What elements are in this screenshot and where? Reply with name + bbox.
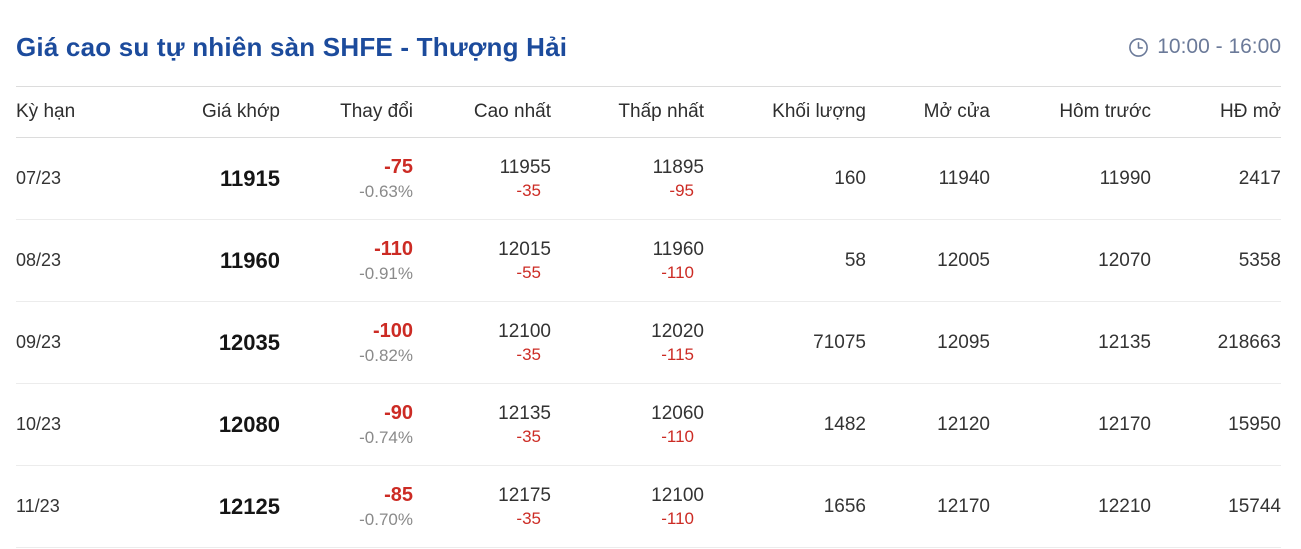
cell-open: 11940	[866, 137, 990, 220]
change-value: -85	[384, 483, 413, 506]
change-value: -75	[384, 155, 413, 178]
change-percent: -0.91%	[359, 263, 413, 283]
highest-value: 12175	[498, 484, 551, 506]
cell-lowest: 12020 -115	[551, 301, 704, 384]
cell-contract-month: 10/23	[16, 383, 156, 466]
table-row: 11/23 12125 -85 -0.70% 12175 -35 12100 -…	[16, 465, 1281, 548]
cell-change: -85 -0.70%	[280, 465, 413, 548]
cell-volume: 1482	[704, 383, 866, 466]
trading-hours: 10:00 - 16:00	[1128, 35, 1281, 59]
change-percent: -0.63%	[359, 181, 413, 201]
cell-prev-day: 12135	[990, 301, 1151, 384]
column-header-change: Thay đổi	[280, 86, 413, 138]
lowest-diff: -95	[669, 181, 694, 201]
column-header-volume: Khối lượng	[704, 86, 866, 138]
cell-lowest: 12100 -110	[551, 465, 704, 548]
table-row: 08/23 11960 -110 -0.91% 12015 -55 11960 …	[16, 219, 1281, 302]
cell-change: -110 -0.91%	[280, 219, 413, 302]
lowest-diff: -115	[661, 345, 694, 365]
column-header-open-interest: HĐ mở	[1151, 86, 1281, 138]
table-row: 07/23 11915 -75 -0.63% 11955 -35 11895 -…	[16, 137, 1281, 220]
cell-highest: 12100 -35	[413, 301, 551, 384]
cell-change: -100 -0.82%	[280, 301, 413, 384]
cell-matched-price: 12035	[156, 301, 280, 384]
cell-open: 12120	[866, 383, 990, 466]
cell-highest: 12135 -35	[413, 383, 551, 466]
cell-volume: 58	[704, 219, 866, 302]
highest-value: 12015	[498, 238, 551, 260]
cell-open-interest: 218663	[1151, 301, 1281, 384]
cell-open: 12095	[866, 301, 990, 384]
cell-prev-day: 12170	[990, 383, 1151, 466]
cell-matched-price: 12080	[156, 383, 280, 466]
cell-open-interest: 5358	[1151, 219, 1281, 302]
cell-open: 12005	[866, 219, 990, 302]
cell-prev-day: 12210	[990, 465, 1151, 548]
lowest-value: 12060	[651, 402, 704, 424]
cell-contract-month: 11/23	[16, 465, 156, 548]
cell-contract-month: 09/23	[16, 301, 156, 384]
cell-matched-price: 11960	[156, 219, 280, 302]
cell-open-interest: 15950	[1151, 383, 1281, 466]
cell-highest: 11955 -35	[413, 137, 551, 220]
change-value: -100	[372, 319, 413, 342]
highest-diff: -35	[516, 345, 541, 365]
change-percent: -0.82%	[359, 345, 413, 365]
lowest-value: 11960	[652, 238, 704, 260]
header-row: Kỳ hạn Giá khớp Thay đổi Cao nhất Thấp n…	[16, 86, 1281, 138]
column-header-matched-price: Giá khớp	[156, 86, 280, 138]
cell-prev-day: 11990	[990, 137, 1151, 220]
clock-icon	[1128, 37, 1149, 58]
lowest-diff: -110	[661, 509, 694, 529]
column-header-highest: Cao nhất	[413, 86, 551, 138]
lowest-diff: -110	[661, 263, 694, 283]
cell-contract-month: 07/23	[16, 137, 156, 220]
cell-change: -90 -0.74%	[280, 383, 413, 466]
cell-volume: 1656	[704, 465, 866, 548]
trading-hours-label: 10:00 - 16:00	[1157, 35, 1281, 58]
futures-price-table: Kỳ hạn Giá khớp Thay đổi Cao nhất Thấp n…	[16, 86, 1281, 548]
highest-diff: -55	[516, 263, 541, 283]
table-row: 10/23 12080 -90 -0.74% 12135 -35 12060 -…	[16, 383, 1281, 466]
cell-volume: 160	[704, 137, 866, 220]
change-value: -90	[384, 401, 413, 424]
highest-diff: -35	[516, 181, 541, 201]
cell-lowest: 12060 -110	[551, 383, 704, 466]
table-row: 09/23 12035 -100 -0.82% 12100 -35 12020 …	[16, 301, 1281, 384]
cell-highest: 12175 -35	[413, 465, 551, 548]
highest-value: 12135	[498, 402, 551, 424]
cell-open: 12170	[866, 465, 990, 548]
column-header-lowest: Thấp nhất	[551, 86, 704, 138]
highest-diff: -35	[516, 427, 541, 447]
highest-value: 12100	[498, 320, 551, 342]
cell-lowest: 11895 -95	[551, 137, 704, 220]
column-header-open: Mở cửa	[866, 86, 990, 138]
cell-open-interest: 15744	[1151, 465, 1281, 548]
lowest-value: 11895	[652, 156, 704, 178]
highest-diff: -35	[516, 509, 541, 529]
change-value: -110	[374, 237, 413, 260]
cell-matched-price: 12125	[156, 465, 280, 548]
cell-volume: 71075	[704, 301, 866, 384]
page-title: Giá cao su tự nhiên sàn SHFE - Thượng Hả…	[16, 31, 568, 62]
lowest-value: 12020	[651, 320, 704, 342]
cell-matched-price: 11915	[156, 137, 280, 220]
cell-lowest: 11960 -110	[551, 219, 704, 302]
change-percent: -0.70%	[359, 509, 413, 529]
cell-change: -75 -0.63%	[280, 137, 413, 220]
column-header-prev-day: Hôm trước	[990, 86, 1151, 138]
column-header-contract: Kỳ hạn	[16, 86, 156, 138]
lowest-value: 12100	[651, 484, 704, 506]
change-percent: -0.74%	[359, 427, 413, 447]
highest-value: 11955	[499, 156, 551, 178]
cell-contract-month: 08/23	[16, 219, 156, 302]
cell-highest: 12015 -55	[413, 219, 551, 302]
lowest-diff: -110	[661, 427, 694, 447]
widget-header: Giá cao su tự nhiên sàn SHFE - Thượng Hả…	[16, 0, 1281, 86]
cell-open-interest: 2417	[1151, 137, 1281, 220]
cell-prev-day: 12070	[990, 219, 1151, 302]
